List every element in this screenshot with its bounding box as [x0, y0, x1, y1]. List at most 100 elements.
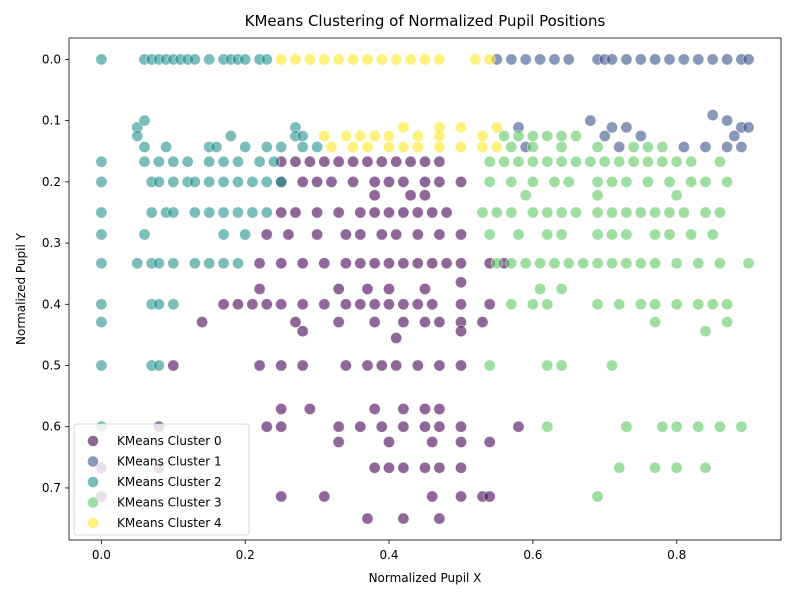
point-cluster-0-131 [397, 461, 410, 474]
point-cluster-0-106 [455, 359, 467, 372]
y-tick-label: 0.7 [42, 481, 61, 495]
point-cluster-0-72 [275, 298, 288, 311]
legend-label-3: KMeans Cluster 3 [117, 496, 222, 510]
point-cluster-4-24 [433, 130, 446, 142]
point-cluster-1-34 [721, 141, 733, 153]
point-cluster-1-16 [721, 53, 733, 66]
point-cluster-1-8 [606, 53, 618, 66]
point-cluster-2-51 [246, 175, 259, 188]
point-cluster-3-36 [620, 175, 633, 188]
point-cluster-1-33 [699, 141, 712, 153]
point-cluster-3-59 [699, 206, 712, 219]
point-cluster-0-85 [289, 316, 302, 328]
y-tick-label: 0.0 [42, 52, 61, 66]
point-cluster-0-120 [419, 420, 431, 433]
point-cluster-3-55 [634, 206, 647, 219]
point-cluster-1-29 [728, 130, 741, 142]
point-cluster-3-67 [620, 228, 633, 241]
point-cluster-3-95 [634, 298, 647, 311]
point-cluster-3-93 [591, 298, 604, 311]
point-cluster-0-74 [318, 298, 331, 311]
point-cluster-0-43 [390, 228, 403, 241]
point-cluster-3-102 [721, 316, 733, 328]
point-cluster-4-31 [411, 141, 424, 153]
point-cluster-1-15 [706, 53, 719, 66]
point-cluster-0-11 [433, 155, 446, 168]
point-cluster-0-96 [167, 359, 180, 372]
point-cluster-3-23 [627, 155, 640, 168]
point-cluster-0-69 [232, 298, 244, 311]
point-cluster-0-19 [397, 175, 410, 188]
point-cluster-1-31 [613, 141, 626, 153]
point-cluster-3-85 [692, 257, 705, 270]
point-cluster-2-28 [260, 141, 273, 153]
point-cluster-1-28 [634, 130, 647, 142]
point-cluster-3-96 [649, 298, 661, 311]
y-axis: 0.0 0.1 0.2 0.3 0.4 0.5 0.6 0.7 [42, 52, 69, 495]
legend-label-1: KMeans Cluster 1 [117, 455, 222, 469]
point-cluster-3-105 [541, 359, 554, 372]
point-cluster-4-9 [404, 53, 417, 66]
point-cluster-3-4 [555, 130, 568, 142]
point-cluster-3-44 [670, 189, 683, 202]
point-cluster-2-52 [260, 175, 273, 188]
point-cluster-0-70 [246, 298, 259, 311]
point-cluster-2-40 [253, 155, 266, 168]
point-cluster-2-81 [95, 316, 108, 328]
point-cluster-0-109 [368, 403, 381, 415]
point-cluster-3-81 [620, 257, 633, 270]
point-cluster-4-13 [483, 53, 496, 66]
point-cluster-2-59 [203, 206, 216, 219]
point-cluster-1-35 [735, 141, 748, 153]
point-cluster-1-10 [634, 53, 647, 66]
point-cluster-3-118 [699, 461, 712, 474]
point-cluster-0-3 [318, 155, 331, 168]
point-cluster-2-64 [95, 228, 108, 241]
point-cluster-0-76 [354, 298, 367, 311]
point-cluster-3-80 [606, 257, 618, 270]
point-cluster-0-55 [397, 257, 410, 270]
point-cluster-3-65 [591, 228, 604, 241]
point-cluster-0-92 [476, 316, 489, 328]
legend-marker-3 [87, 496, 99, 509]
point-cluster-2-24 [160, 141, 172, 153]
point-cluster-3-13 [483, 155, 496, 168]
point-cluster-0-1 [289, 155, 302, 168]
point-cluster-3-74 [519, 257, 532, 270]
point-cluster-3-111 [670, 420, 683, 433]
point-cluster-0-66 [383, 283, 395, 295]
point-cluster-0-86 [332, 316, 345, 328]
point-cluster-3-49 [541, 206, 554, 219]
point-cluster-3-7 [527, 141, 539, 153]
point-cluster-0-99 [296, 359, 309, 372]
point-cluster-0-40 [339, 228, 352, 241]
point-cluster-3-33 [562, 175, 575, 188]
point-cluster-0-94 [296, 325, 309, 338]
point-cluster-0-133 [433, 461, 446, 474]
point-cluster-0-115 [275, 420, 288, 433]
point-cluster-4-0 [275, 53, 288, 66]
point-cluster-0-68 [217, 298, 230, 311]
point-cluster-0-46 [455, 228, 467, 241]
point-cluster-3-41 [721, 175, 733, 188]
point-cluster-3-21 [598, 155, 611, 168]
point-cluster-3-37 [642, 175, 654, 188]
point-cluster-3-51 [570, 206, 582, 219]
series-cluster-3 [476, 130, 755, 503]
point-cluster-3-47 [505, 206, 518, 219]
point-cluster-0-65 [361, 283, 374, 295]
x-tick-label: 0.2 [236, 548, 255, 562]
x-axis-label: Normalized Pupil X [369, 571, 482, 585]
point-cluster-2-65 [138, 228, 151, 241]
point-cluster-0-47 [253, 257, 266, 270]
point-cluster-3-31 [527, 175, 539, 188]
point-cluster-0-82 [455, 298, 467, 311]
x-tick-label: 0.8 [667, 548, 686, 562]
point-cluster-2-21 [296, 130, 309, 142]
point-cluster-0-34 [411, 206, 424, 219]
point-cluster-1-24 [721, 114, 733, 127]
point-cluster-3-101 [649, 316, 661, 328]
point-cluster-0-18 [383, 175, 395, 188]
legend-box [73, 423, 250, 536]
point-cluster-0-17 [368, 175, 381, 188]
